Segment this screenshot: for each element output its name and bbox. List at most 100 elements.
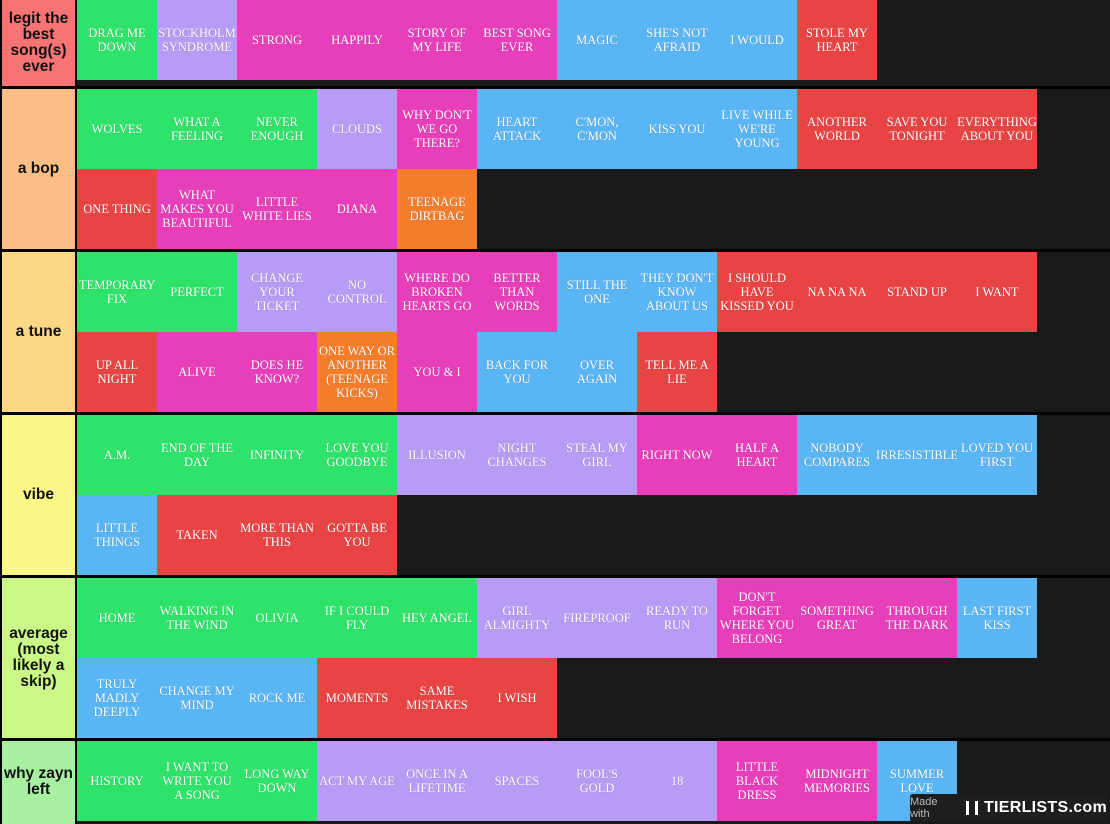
song-tile[interactable]: A.M. bbox=[77, 414, 157, 495]
song-tile[interactable]: DRAG ME DOWN bbox=[77, 0, 157, 80]
song-tile[interactable]: KISS YOU bbox=[637, 88, 717, 169]
song-tile[interactable]: OLIVIA bbox=[237, 577, 317, 658]
song-tile[interactable]: 18 bbox=[637, 740, 717, 821]
song-tile[interactable]: HOME bbox=[77, 577, 157, 658]
song-tile[interactable]: HISTORY bbox=[77, 740, 157, 821]
song-tile[interactable]: BEST SONG EVER bbox=[477, 0, 557, 80]
song-tile[interactable]: HALF A HEART bbox=[717, 414, 797, 495]
song-tile[interactable]: NA NA NA bbox=[797, 251, 877, 332]
tier-label[interactable]: why zayn left bbox=[2, 740, 75, 824]
song-tile[interactable]: SAME MISTAKES bbox=[397, 657, 477, 738]
song-tile[interactable]: NO CONTROL bbox=[317, 251, 397, 332]
song-tile[interactable]: FIREPROOF bbox=[557, 577, 637, 658]
tier-label[interactable]: average (most likely a skip) bbox=[2, 577, 75, 738]
song-tile[interactable]: WOLVES bbox=[77, 88, 157, 169]
song-tile[interactable]: PERFECT bbox=[157, 251, 237, 332]
song-tile[interactable]: SOMETHING GREAT bbox=[797, 577, 877, 658]
song-tile[interactable]: STILL THE ONE bbox=[557, 251, 637, 332]
song-tile[interactable]: HEY ANGEL bbox=[397, 577, 477, 658]
song-tile[interactable]: HEART ATTACK bbox=[477, 88, 557, 169]
song-tile[interactable]: STOCKHOLM SYNDROME bbox=[157, 0, 237, 80]
song-tile[interactable]: UP ALL NIGHT bbox=[77, 331, 157, 412]
song-tile[interactable]: TEENAGE DIRTBAG bbox=[397, 168, 477, 249]
song-tile[interactable]: GIRL ALMIGHTY bbox=[477, 577, 557, 658]
song-tile[interactable]: LITTLE THINGS bbox=[77, 494, 157, 575]
song-tile[interactable]: STOLE MY HEART bbox=[797, 0, 877, 80]
song-tile[interactable]: LAST FIRST KISS bbox=[957, 577, 1037, 658]
song-tile[interactable]: NEVER ENOUGH bbox=[237, 88, 317, 169]
song-tile[interactable]: CLOUDS bbox=[317, 88, 397, 169]
song-tile[interactable]: THROUGH THE DARK bbox=[877, 577, 957, 658]
song-tile[interactable]: ROCK ME bbox=[237, 657, 317, 738]
song-tile[interactable]: LITTLE WHITE LIES bbox=[237, 168, 317, 249]
song-tile[interactable]: TEMPORARY FIX bbox=[77, 251, 157, 332]
song-tile[interactable]: TRULY MADLY DEEPLY bbox=[77, 657, 157, 738]
song-tile[interactable]: ONE THING bbox=[77, 168, 157, 249]
song-tile[interactable]: MORE THAN THIS bbox=[237, 494, 317, 575]
song-tile[interactable]: BETTER THAN WORDS bbox=[477, 251, 557, 332]
song-tile[interactable]: BACK FOR YOU bbox=[477, 331, 557, 412]
song-tile[interactable]: IRRESISTIBLE bbox=[876, 414, 958, 495]
made-with-badge[interactable]: Made with TIERLISTS.com bbox=[910, 794, 1107, 822]
song-tile[interactable]: SPACES bbox=[477, 740, 557, 821]
song-tile[interactable]: LIVE WHILE WE'RE YOUNG bbox=[717, 88, 797, 169]
song-tile[interactable]: GOTTA BE YOU bbox=[317, 494, 397, 575]
tier-label[interactable]: vibe bbox=[2, 414, 75, 575]
song-tile[interactable]: STEAL MY GIRL bbox=[557, 414, 637, 495]
song-tile[interactable]: I WISH bbox=[477, 657, 557, 738]
song-tile[interactable]: I WANT bbox=[957, 251, 1037, 332]
song-tile[interactable]: WHY DON'T WE GO THERE? bbox=[397, 88, 477, 169]
song-tile[interactable]: WHAT MAKES YOU BEAUTIFUL bbox=[157, 168, 237, 249]
song-tile[interactable]: MAGIC bbox=[557, 0, 637, 80]
tier-items: WOLVES WHAT A FEELING NEVER ENOUGH CLOUDS WH… bbox=[77, 88, 1110, 249]
song-tile[interactable]: OVER AGAIN bbox=[557, 331, 637, 412]
tier-items: DRAG ME DOWN STOCKHOLM SYNDROME STRONG HAPP… bbox=[77, 0, 1110, 86]
song-tile[interactable]: I WOULD bbox=[717, 0, 797, 80]
song-tile[interactable]: I SHOULD HAVE KISSED YOU bbox=[717, 251, 797, 332]
tier-label[interactable]: a tune bbox=[2, 251, 75, 412]
song-tile[interactable]: END OF THE DAY bbox=[157, 414, 237, 495]
song-tile[interactable]: NOBODY COMPARES bbox=[797, 414, 877, 495]
song-tile[interactable]: YOU & I bbox=[397, 331, 477, 412]
song-tile[interactable]: FOOL'S GOLD bbox=[557, 740, 637, 821]
song-tile[interactable]: TELL ME A LIE bbox=[637, 331, 717, 412]
song-tile[interactable]: WALKING IN THE WIND bbox=[157, 577, 237, 658]
song-tile[interactable]: TAKEN bbox=[157, 494, 237, 575]
song-tile[interactable]: ONCE IN A LIFETIME bbox=[397, 740, 477, 821]
tier-label[interactable]: legit the best song(s) ever bbox=[2, 0, 75, 86]
song-tile[interactable]: HAPPILY bbox=[317, 0, 397, 80]
song-tile[interactable]: SAVE YOU TONIGHT bbox=[877, 88, 957, 169]
song-tile[interactable]: ILLUSION bbox=[397, 414, 477, 495]
song-tile[interactable]: ANOTHER WORLD bbox=[797, 88, 877, 169]
song-tile[interactable]: RIGHT NOW bbox=[637, 414, 717, 495]
song-tile[interactable]: SHE'S NOT AFRAID bbox=[637, 0, 717, 80]
song-tile[interactable]: THEY DON'T KNOW ABOUT US bbox=[637, 251, 717, 332]
song-tile[interactable]: ACT MY AGE bbox=[317, 740, 397, 821]
song-tile[interactable]: EVERYTHING ABOUT YOU bbox=[957, 88, 1037, 169]
song-tile[interactable]: MOMENTS bbox=[317, 657, 397, 738]
song-tile[interactable]: C'MON, C'MON bbox=[557, 88, 637, 169]
song-tile[interactable]: CHANGE MY MIND bbox=[157, 657, 237, 738]
song-tile[interactable]: WHERE DO BROKEN HEARTS GO bbox=[397, 251, 477, 332]
tier-label[interactable]: a bop bbox=[2, 88, 75, 249]
song-tile[interactable]: STAND UP bbox=[877, 251, 957, 332]
song-tile[interactable]: ONE WAY OR ANOTHER (TEENAGE KICKS) bbox=[317, 331, 397, 412]
song-tile[interactable]: STORY OF MY LIFE bbox=[397, 0, 477, 80]
song-tile[interactable]: I WANT TO WRITE YOU A SONG bbox=[157, 740, 237, 821]
song-tile[interactable]: DON'T FORGET WHERE YOU BELONG bbox=[717, 577, 797, 658]
song-tile[interactable]: CHANGE YOUR TICKET bbox=[237, 251, 317, 332]
song-tile[interactable]: INFINITY bbox=[237, 414, 317, 495]
song-tile[interactable]: DIANA bbox=[317, 168, 397, 249]
song-tile[interactable]: MIDNIGHT MEMORIES bbox=[797, 740, 877, 821]
song-tile[interactable]: LOVED YOU FIRST bbox=[957, 414, 1037, 495]
song-tile[interactable]: LOVE YOU GOODBYE bbox=[317, 414, 397, 495]
song-tile[interactable]: LONG WAY DOWN bbox=[237, 740, 317, 821]
song-tile[interactable]: STRONG bbox=[237, 0, 317, 80]
song-tile[interactable]: ALIVE bbox=[157, 331, 237, 412]
song-tile[interactable]: WHAT A FEELING bbox=[157, 88, 237, 169]
song-tile[interactable]: NIGHT CHANGES bbox=[477, 414, 557, 495]
song-tile[interactable]: DOES HE KNOW? bbox=[237, 331, 317, 412]
song-tile[interactable]: IF I COULD FLY bbox=[317, 577, 397, 658]
song-tile[interactable]: LITTLE BLACK DRESS bbox=[717, 740, 797, 821]
song-tile[interactable]: READY TO RUN bbox=[637, 577, 717, 658]
